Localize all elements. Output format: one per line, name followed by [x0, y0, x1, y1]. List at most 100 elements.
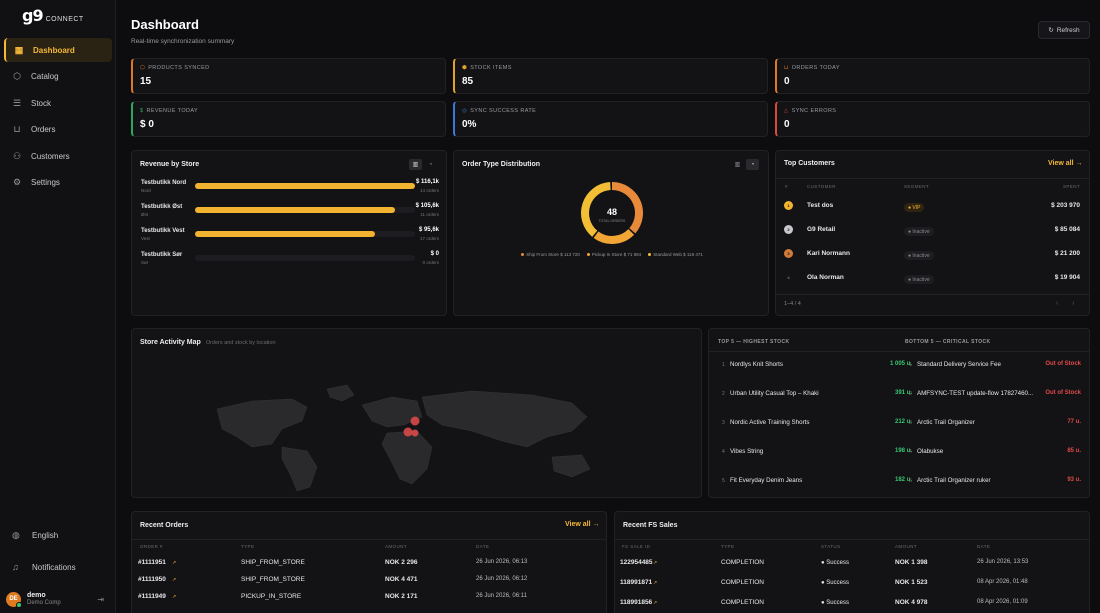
fs-date: 08 Apr 2026, 01:48 [977, 579, 1028, 585]
stock-row-bottom[interactable]: 2 AMFSYNC-TEST update-flow 17827460... Out… [909, 390, 1081, 419]
world-map[interactable] [132, 329, 702, 498]
kpi-value: 0 [784, 76, 790, 87]
external-link-icon[interactable]: ↗ [653, 600, 658, 606]
bar-track [195, 231, 415, 237]
stock-qty: 1 005 u. [889, 361, 912, 367]
sidebar-item-customers[interactable]: ⚇ Customers [4, 144, 112, 168]
donut-slice-0[interactable] [611, 182, 643, 234]
table-row[interactable]: 4 Ola Norman ● Inactive $ 19 904 [776, 274, 1089, 298]
page-subtitle: Real-time synchronization summary [131, 38, 235, 45]
stock-row-top[interactable]: 3 Nordic Active Training Shorts 212 u. [722, 419, 912, 448]
customer-spent: $ 203 970 [1051, 202, 1080, 209]
logo-text: CONNECT [45, 16, 84, 23]
donut-slice-1[interactable] [593, 228, 635, 244]
bar-fill [195, 207, 396, 213]
user-info: demo Demo Comp [27, 592, 61, 606]
prev-page-button[interactable]: ‹ [1056, 300, 1059, 307]
store-marker[interactable] [411, 429, 419, 437]
logout-icon[interactable]: ⇥ [97, 594, 104, 604]
col-header-date: DATE [476, 544, 490, 549]
kpi-label-row: $ REVENUE TODAY [140, 108, 438, 114]
page-title: Dashboard [131, 17, 199, 32]
table-row[interactable]: #1111951 ↗ SHIP_FROM_STORE NOK 2 296 26 Jun … [132, 559, 606, 573]
sidebar-item-orders[interactable]: ⊔ Orders [4, 118, 112, 142]
avatar: DE [6, 591, 22, 608]
col-header-customer: CUSTOMER [807, 184, 836, 189]
bar-chart-icon[interactable]: ▥ [409, 159, 422, 170]
notifications-button[interactable]: ♫ Notifications [4, 561, 112, 573]
rank-medal-icon: 1 [784, 201, 793, 210]
recent-fs-sales-card: Recent FS Sales FS SALE ID TYPE STATUS A… [614, 511, 1090, 613]
bar-chart-icon[interactable]: ▥ [734, 162, 741, 168]
table-row[interactable]: 122954485 ↗ COMPLETION ● Success NOK 1 398 26… [615, 559, 1089, 573]
table-row[interactable]: 1 Test dos ● VIP $ 203 970 [776, 201, 1089, 226]
col-header-order: ORDER # [140, 544, 163, 549]
store-value: $ 0 [430, 251, 439, 257]
customer-name: Ola Norman [807, 274, 844, 281]
order-number-link[interactable]: #1111950 [138, 576, 166, 583]
store-marker[interactable] [410, 416, 420, 426]
stock-row-bottom[interactable]: 1 Standard Delivery Service Fee Out of Sto… [909, 361, 1081, 390]
stock-row-bottom[interactable]: 5 Arctic Trail Organizer ruker 93 u. [909, 477, 1081, 506]
fs-sale-id-link[interactable]: 122954485 [620, 559, 653, 566]
sidebar-item-stock[interactable]: ☰ Stock [4, 91, 112, 115]
order-type-distribution-card: Order Type Distribution ▥ ◔ 48 TOTAL ORDE… [453, 150, 769, 316]
pie-chart-icon[interactable]: ◔ [746, 159, 759, 170]
stock-row-bottom[interactable]: 4 Olabukse 85 u. [909, 448, 1081, 477]
sidebar-item-dashboard[interactable]: ▦ Dashboard [4, 38, 112, 62]
refresh-button[interactable]: ↻ Refresh [1038, 21, 1090, 39]
customer-spent: $ 21 200 [1054, 250, 1080, 257]
store-marker[interactable] [403, 427, 413, 437]
sidebar-item-label: Customers [31, 151, 70, 161]
table-row[interactable]: #1111949 ↗ PICKUP_IN_STORE NOK 2 171 26 Jun … [132, 593, 606, 607]
col-header-amount: AMOUNT [385, 544, 407, 549]
external-link-icon[interactable]: ↗ [172, 577, 177, 583]
order-number-link[interactable]: #1111949 [138, 593, 166, 600]
stock-row-bottom[interactable]: 3 Arctic Trail Organizer 77 u. [909, 419, 1081, 448]
language-selector[interactable]: ◍ English [4, 529, 112, 541]
stock-row-top[interactable]: 4 Vibes String 198 u. [722, 448, 912, 477]
table-row[interactable]: 118991871 ↗ COMPLETION ● Success NOK 1 523 08… [615, 579, 1089, 593]
view-all-customers-link[interactable]: View all → [1048, 160, 1083, 167]
table-row[interactable]: #1111950 ↗ SHIP_FROM_STORE NOK 4 471 26 Jun … [132, 576, 606, 590]
kpi-label-row: ⬢ STOCK ITEMS [462, 65, 760, 71]
card-title: Revenue by Store [140, 161, 200, 168]
card-title: Top Customers [784, 160, 835, 167]
table-row[interactable]: 2 G9 Retail ● Inactive $ 85 084 [776, 225, 1089, 250]
fs-sale-id-link[interactable]: 118991856 [620, 599, 653, 606]
stock-rank: 3 [909, 420, 912, 426]
segment-badge: ● Inactive [904, 251, 934, 260]
table-row[interactable]: 3 Kari Normann ● Inactive $ 21 200 [776, 249, 1089, 274]
stock-name: Arctic Trail Organizer [917, 419, 975, 426]
dollar-icon: $ [140, 108, 144, 114]
top-stock-title: TOP 5 — HIGHEST STOCK [718, 339, 790, 345]
user-menu[interactable]: DE demo Demo Comp ⇥ [6, 588, 110, 610]
stock-qty: 85 u. [1067, 448, 1081, 454]
warning-icon: △ [784, 108, 789, 114]
pie-chart-icon[interactable]: ◔ [428, 161, 433, 168]
store-region: Sør [141, 260, 149, 265]
map-subtitle: Orders and stock by location [205, 340, 276, 346]
sidebar-item-settings[interactable]: ⚙ Settings [4, 171, 112, 195]
table-row[interactable]: 118991856 ↗ COMPLETION ● Success NOK 4 978 08… [615, 599, 1089, 613]
external-link-icon[interactable]: ↗ [172, 594, 177, 600]
col-header-type: TYPE [721, 544, 735, 549]
store-region: Øst [141, 212, 149, 217]
view-all-orders-link[interactable]: View all → [565, 521, 600, 528]
stock-row-top[interactable]: 5 Fit Everyday Denim Jeans 182 u. [722, 477, 912, 506]
sidebar-item-catalog[interactable]: ⬡ Catalog [4, 65, 112, 89]
stock-row-top[interactable]: 2 Urban Utility Casual Top – Khaki 391 u. [722, 390, 912, 419]
external-link-icon[interactable]: ↗ [172, 560, 177, 566]
donut-slice-2[interactable] [581, 182, 611, 237]
logo[interactable]: g9 CONNECT [22, 6, 84, 25]
external-link-icon[interactable]: ↗ [653, 580, 658, 586]
order-number-link[interactable]: #1111951 [138, 559, 166, 566]
next-page-button[interactable]: › [1072, 300, 1075, 307]
fs-type: COMPLETION [721, 579, 764, 586]
external-link-icon[interactable]: ↗ [653, 560, 658, 566]
legend-item: Ship From Store $ 113 720 [521, 252, 580, 257]
fs-sale-id-link[interactable]: 118991871 [620, 579, 653, 586]
stock-row-top[interactable]: 1 Nordlys Knit Shorts 1 005 u. [722, 361, 912, 390]
revenue-by-store-card: Revenue by Store ▥ ◔ Testbutikk Nord Nord… [131, 150, 447, 316]
customer-name: Test dos [807, 202, 834, 209]
